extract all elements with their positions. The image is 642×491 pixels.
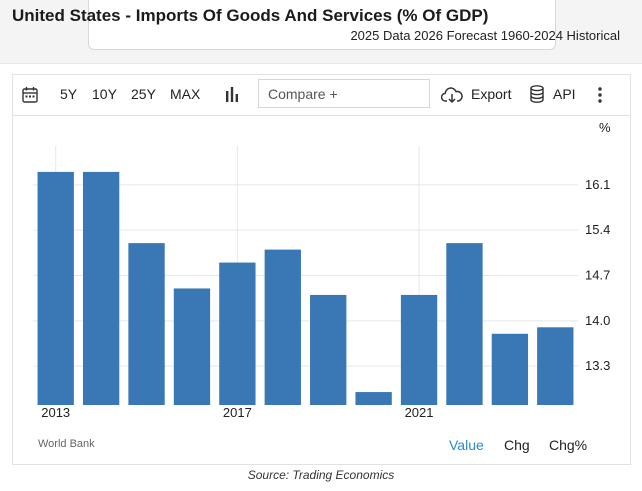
y-tick-label: 14.0: [585, 313, 610, 328]
x-tick-label: 2017: [223, 405, 252, 420]
bar-2013[interactable]: [37, 171, 74, 405]
chg-mode-button[interactable]: Chg: [504, 437, 530, 453]
vertical-ellipsis-icon[interactable]: [597, 87, 603, 108]
range-10y-button[interactable]: 10Y: [92, 86, 117, 102]
chg-percent-mode-button[interactable]: Chg%: [549, 437, 588, 453]
export-button[interactable]: Export: [471, 86, 512, 102]
bar-series: [37, 171, 574, 405]
chart-toolbar: 5Y 10Y 25Y MAX Export API: [12, 74, 631, 116]
bar-2016[interactable]: [173, 288, 211, 405]
database-icon[interactable]: [530, 85, 544, 108]
export-cloud-icon[interactable]: [440, 86, 463, 108]
bar-chart-icon[interactable]: [225, 87, 239, 107]
y-axis-unit-label: %: [599, 120, 611, 135]
range-25y-button[interactable]: 25Y: [131, 86, 156, 102]
bar-2018[interactable]: [264, 249, 301, 405]
x-axis: 2013 2017 2021: [41, 405, 433, 420]
source-caption: Source: Trading Economics: [247, 468, 395, 482]
bar-2019[interactable]: [310, 294, 347, 405]
y-tick-label: 13.3: [585, 358, 610, 373]
bar-2021[interactable]: [400, 294, 438, 405]
page-title: United States - Imports Of Goods And Ser…: [12, 6, 489, 25]
y-tick-label: 14.7: [585, 268, 610, 283]
bar-2020[interactable]: [355, 392, 392, 405]
calendar-icon[interactable]: [22, 86, 38, 108]
bar-2023[interactable]: [491, 333, 529, 405]
compare-input[interactable]: [258, 79, 430, 108]
page-subtitle: 2025 Data 2026 Forecast 1960-2024 Histor…: [350, 28, 620, 43]
source-label: World Bank: [38, 438, 95, 450]
bar-2024[interactable]: [537, 327, 574, 405]
bar-2015[interactable]: [128, 243, 165, 405]
y-axis: 13.3 14.0 14.7 15.4 16.1: [585, 177, 610, 373]
header-divider: [0, 63, 642, 64]
y-tick-label: 15.4: [585, 222, 610, 237]
value-mode-button[interactable]: Value: [449, 437, 484, 453]
range-max-button[interactable]: MAX: [170, 86, 201, 102]
bar-2022[interactable]: [446, 243, 483, 405]
bar-2014[interactable]: [82, 171, 120, 405]
x-tick-label: 2013: [41, 405, 70, 420]
y-tick-label: 16.1: [585, 177, 610, 192]
api-button[interactable]: API: [553, 86, 576, 102]
header-card: [88, 0, 556, 50]
x-tick-label: 2021: [405, 405, 434, 420]
bar-2017[interactable]: [219, 262, 256, 405]
range-5y-button[interactable]: 5Y: [60, 86, 78, 102]
